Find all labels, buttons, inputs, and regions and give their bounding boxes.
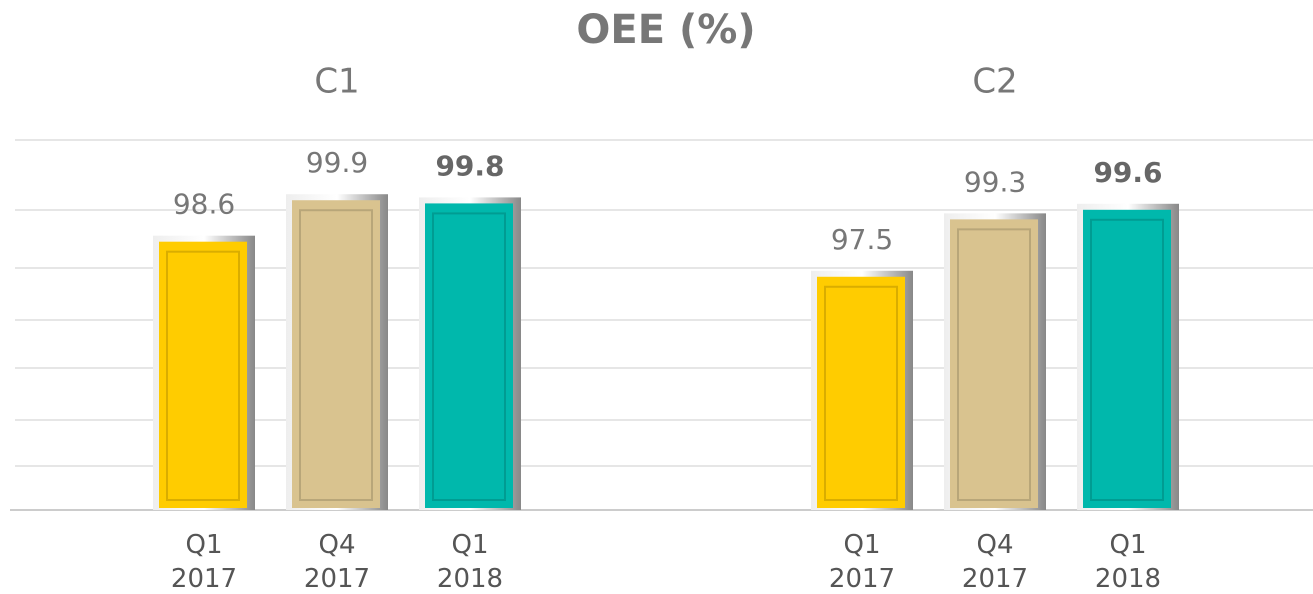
bar-face [950, 219, 1038, 509]
bar-face [1083, 209, 1171, 509]
bar-bevel [299, 209, 373, 501]
group-label: C1 [314, 62, 359, 102]
x-tick-label: Q1 2018 [1094, 530, 1162, 594]
value-label: 97.5 [831, 223, 893, 256]
bar-bevel [824, 285, 898, 501]
value-label: 99.3 [964, 165, 1026, 198]
chart-title: OEE (%) [576, 7, 755, 53]
bar-bevel [166, 250, 240, 501]
x-tick-label: Q1 2018 [436, 530, 504, 594]
bar-face [817, 276, 905, 508]
x-tick-label: Q4 2017 [303, 530, 371, 594]
value-label: 99.9 [306, 146, 368, 179]
bar-bevel [957, 228, 1031, 502]
bar-face [292, 200, 380, 509]
x-tick-label: Q1 2017 [170, 530, 238, 594]
bar-bevel [432, 212, 506, 501]
x-tick-label: Q4 2017 [961, 530, 1029, 594]
bar-face [425, 203, 513, 508]
x-tick-label: Q1 2017 [828, 530, 896, 594]
value-label: 98.6 [173, 188, 235, 221]
group-label: C2 [972, 62, 1017, 102]
value-label: 99.6 [1093, 156, 1162, 189]
value-label: 99.8 [435, 149, 504, 182]
bar-face [159, 241, 247, 509]
bar-bevel [1090, 218, 1164, 502]
